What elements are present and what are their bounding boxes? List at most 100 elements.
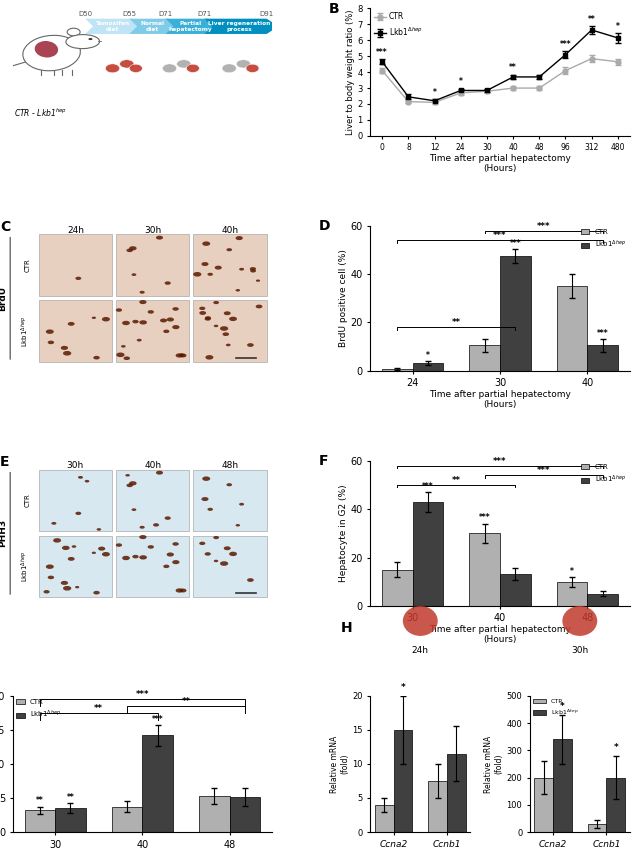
Bar xyxy=(587,593,618,606)
FancyBboxPatch shape xyxy=(193,536,266,597)
X-axis label: Time after partial hepatectomy
(Hours): Time after partial hepatectomy (Hours) xyxy=(429,154,571,173)
FancyBboxPatch shape xyxy=(39,536,112,597)
Circle shape xyxy=(153,523,159,526)
Circle shape xyxy=(205,316,211,319)
Circle shape xyxy=(239,267,244,271)
FancyBboxPatch shape xyxy=(39,234,112,296)
Circle shape xyxy=(215,266,222,270)
Circle shape xyxy=(116,308,122,312)
Circle shape xyxy=(102,317,110,322)
Circle shape xyxy=(92,317,96,319)
FancyBboxPatch shape xyxy=(116,469,190,531)
Circle shape xyxy=(61,346,68,350)
Circle shape xyxy=(160,318,167,323)
Circle shape xyxy=(127,484,133,487)
Text: D71: D71 xyxy=(158,11,173,17)
Circle shape xyxy=(229,317,237,321)
Circle shape xyxy=(139,300,146,304)
Circle shape xyxy=(213,536,219,539)
Text: D: D xyxy=(319,218,330,233)
Bar xyxy=(469,346,500,371)
Circle shape xyxy=(179,353,186,357)
Circle shape xyxy=(132,509,136,511)
Circle shape xyxy=(123,357,130,360)
Circle shape xyxy=(172,307,179,311)
Bar xyxy=(556,582,587,606)
Circle shape xyxy=(220,326,228,331)
Bar xyxy=(230,797,260,832)
Circle shape xyxy=(205,355,214,360)
Ellipse shape xyxy=(162,64,177,73)
Circle shape xyxy=(78,476,83,479)
Circle shape xyxy=(172,543,179,546)
Text: *: * xyxy=(401,683,405,692)
Circle shape xyxy=(139,555,147,559)
Circle shape xyxy=(125,474,130,476)
Ellipse shape xyxy=(403,606,438,636)
FancyBboxPatch shape xyxy=(116,234,190,296)
Bar xyxy=(587,346,618,371)
Circle shape xyxy=(63,351,71,356)
Bar xyxy=(500,256,530,371)
FancyBboxPatch shape xyxy=(116,536,190,597)
Circle shape xyxy=(214,559,218,562)
Text: D91: D91 xyxy=(259,11,274,17)
Text: Normal
diet: Normal diet xyxy=(141,21,165,31)
Ellipse shape xyxy=(237,59,251,68)
Circle shape xyxy=(213,301,219,304)
Circle shape xyxy=(116,543,122,547)
Circle shape xyxy=(214,324,218,327)
Circle shape xyxy=(48,340,54,344)
Text: H: H xyxy=(340,621,352,635)
Circle shape xyxy=(62,546,70,550)
Text: Tamoxifen
diet: Tamoxifen diet xyxy=(95,21,130,31)
Text: 24h: 24h xyxy=(67,226,84,234)
Text: ***: *** xyxy=(537,466,550,475)
Text: ***: *** xyxy=(560,40,571,49)
Text: *: * xyxy=(459,77,463,86)
Bar xyxy=(588,824,607,832)
Circle shape xyxy=(85,480,90,482)
Text: ***: *** xyxy=(479,514,490,522)
Circle shape xyxy=(167,553,174,557)
Circle shape xyxy=(92,552,96,554)
Circle shape xyxy=(156,470,163,475)
Circle shape xyxy=(76,512,81,515)
Circle shape xyxy=(137,339,142,341)
Text: BrdU: BrdU xyxy=(0,286,8,311)
Circle shape xyxy=(165,281,171,284)
Text: ***: *** xyxy=(377,48,388,57)
Text: D55: D55 xyxy=(122,11,136,17)
Text: PHH3: PHH3 xyxy=(0,520,8,548)
Circle shape xyxy=(165,516,171,520)
Circle shape xyxy=(229,552,237,556)
Circle shape xyxy=(139,320,147,324)
Bar xyxy=(556,286,587,371)
Circle shape xyxy=(75,586,80,588)
Ellipse shape xyxy=(222,64,237,73)
Circle shape xyxy=(205,318,211,321)
Text: *: * xyxy=(426,351,430,360)
Text: CTR - Lkb1$^{hep}$: CTR - Lkb1$^{hep}$ xyxy=(14,106,67,119)
Circle shape xyxy=(53,538,61,543)
Circle shape xyxy=(235,236,243,240)
Circle shape xyxy=(179,353,184,357)
Y-axis label: Liver to body weight ratio (%): Liver to body weight ratio (%) xyxy=(345,9,355,135)
Bar xyxy=(375,805,394,832)
Y-axis label: Relative mRNA
(fold): Relative mRNA (fold) xyxy=(330,735,350,793)
Polygon shape xyxy=(205,19,279,34)
Legend: CTR, Lkb1$^{\Delta hep}$: CTR, Lkb1$^{\Delta hep}$ xyxy=(533,699,579,717)
Bar xyxy=(607,778,625,832)
Bar xyxy=(142,735,173,832)
Circle shape xyxy=(202,262,209,266)
Y-axis label: BrdU positive cell (%): BrdU positive cell (%) xyxy=(338,250,348,347)
Circle shape xyxy=(67,322,74,326)
Text: ***: *** xyxy=(597,329,609,338)
Circle shape xyxy=(129,481,137,486)
Ellipse shape xyxy=(246,65,259,72)
Circle shape xyxy=(207,508,213,511)
Text: **: ** xyxy=(66,793,74,802)
Circle shape xyxy=(256,279,260,282)
Bar xyxy=(428,781,447,832)
Circle shape xyxy=(220,561,228,565)
